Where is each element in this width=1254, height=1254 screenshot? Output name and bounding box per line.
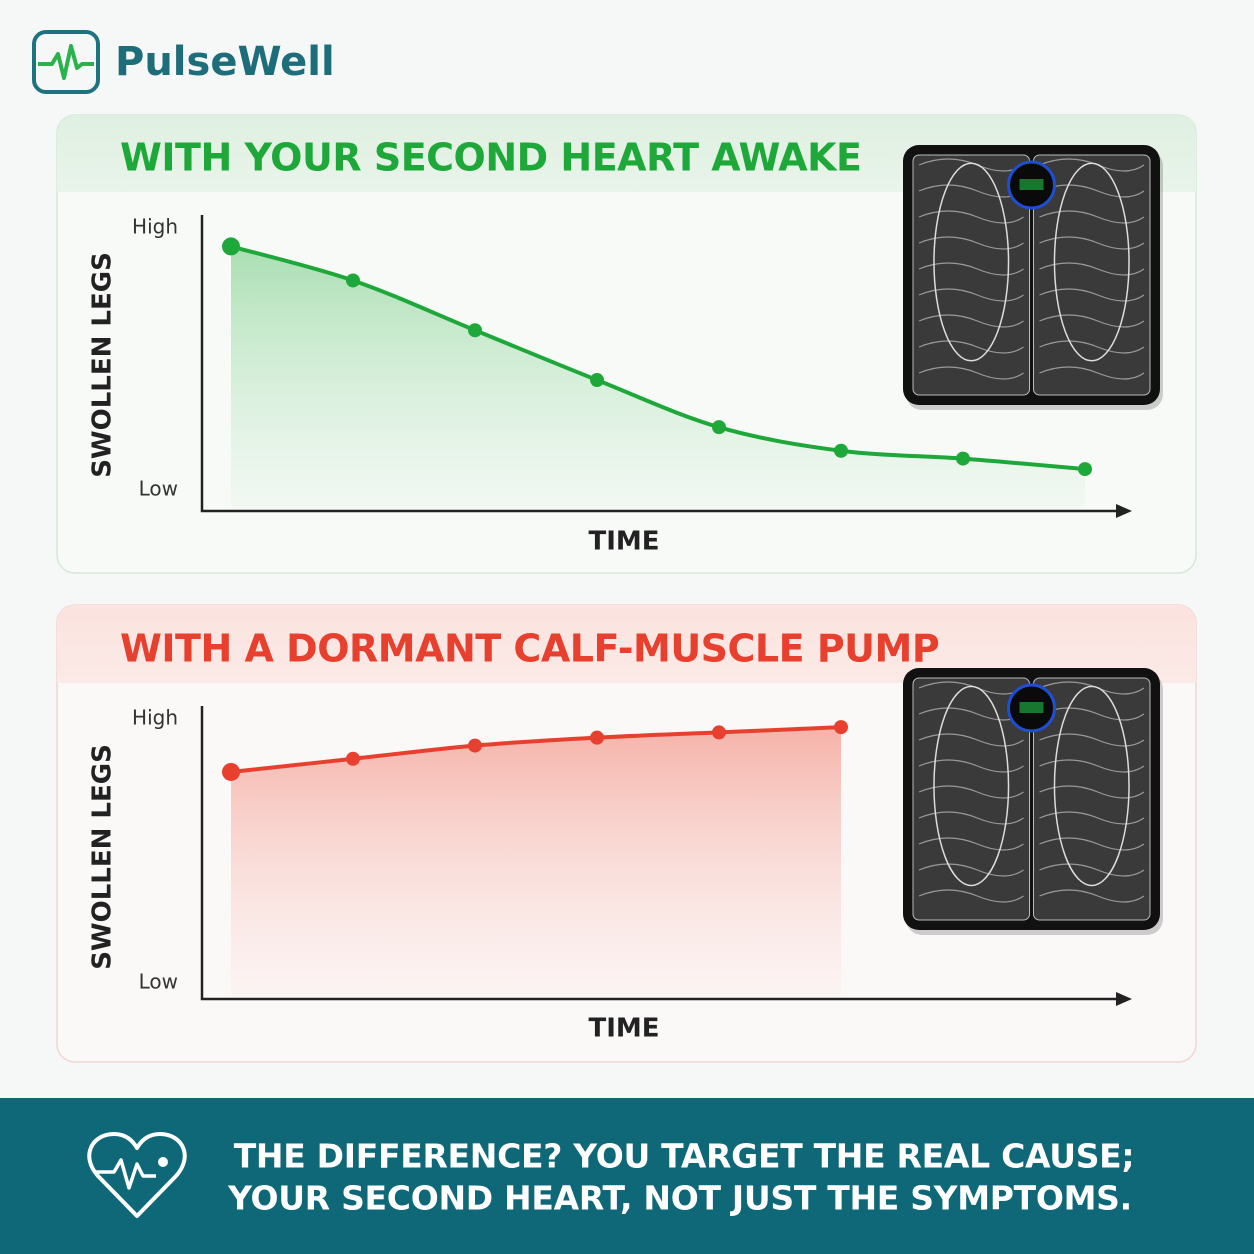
mat-pattern [1039,340,1145,354]
mat-pad [1033,154,1151,396]
mat-pattern [918,210,1024,224]
mat-pattern [1039,262,1145,276]
mat-digits [1019,702,1044,713]
y-axis-label: SWOLLEN LEGS [88,744,118,970]
mat-pattern [918,837,1024,851]
footer-band [0,1098,1254,1254]
product-image [903,145,1163,410]
mat-pad [912,154,1030,396]
mat-pad [1033,677,1151,921]
logo [32,30,100,94]
mat-pattern [918,863,1024,877]
point [468,323,482,338]
mat-pattern [1039,366,1145,380]
mat-pattern [918,314,1024,328]
mat-pattern [1039,210,1145,224]
mat-pattern [1039,184,1145,198]
y-tick-label: High [132,215,178,239]
point [712,420,726,435]
point [1078,462,1092,477]
mat-pattern [918,366,1024,380]
area [231,246,1085,507]
mat-pattern [1039,236,1145,250]
mat-pattern [1039,863,1145,877]
footer-line: THE DIFFERENCE? YOU TARGET THE REAL CAUS… [234,1137,1135,1176]
foot-outline [933,685,1010,887]
y-tick-label: Low [139,477,178,501]
point [834,443,848,458]
heart-pulse [96,1158,156,1190]
mat-pattern [918,236,1024,250]
foot-outline [1053,685,1130,887]
y-axis-label: SWOLLEN LEGS [88,252,118,478]
mat-pattern [1039,707,1145,721]
point [712,725,726,740]
product-image [903,668,1163,935]
axis-arrow [1116,504,1132,518]
chart-title: WITH A DORMANT CALF-MUSCLE PUMP [120,627,939,671]
mat-pattern [1039,837,1145,851]
point [346,751,360,766]
mat-pattern [1039,733,1145,747]
mat-pattern [918,262,1024,276]
point [468,738,482,753]
panel-header [57,605,1196,683]
mat-digits [1019,179,1044,190]
point [346,273,360,288]
mat-pattern [918,785,1024,799]
y-tick-label: Low [139,970,178,994]
line [229,725,843,774]
heart-icon [87,1132,187,1218]
axis-line [200,215,1122,513]
point [956,451,970,466]
heart-dot [158,1157,168,1167]
mat-pattern [1039,314,1145,328]
x-axis-label: TIME [588,1014,659,1044]
foot-outline [1053,162,1130,362]
brand: PulseWell [115,39,335,85]
x-axis-label: TIME [588,527,659,557]
point [590,730,604,745]
point [590,373,604,388]
y-tick-label: High [132,706,178,730]
mat-pattern [918,733,1024,747]
point [222,762,240,781]
footer-line: YOUR SECOND HEART, NOT JUST THE SYMPTOMS… [227,1179,1132,1218]
axis-arrow [1116,992,1132,1006]
chart-title: WITH YOUR SECOND HEART AWAKE [120,136,862,180]
mat-pad [912,677,1030,921]
mat-pattern [1039,889,1145,903]
point [222,237,240,256]
mat-pattern [1039,785,1145,799]
area [231,727,841,995]
mat-pattern [918,759,1024,773]
mat-pattern [918,340,1024,354]
axis-line [200,706,1122,1001]
line [229,244,1087,472]
mat-pattern [1039,759,1145,773]
mat-pattern [918,889,1024,903]
foot-outline [933,162,1010,362]
point [834,720,848,735]
